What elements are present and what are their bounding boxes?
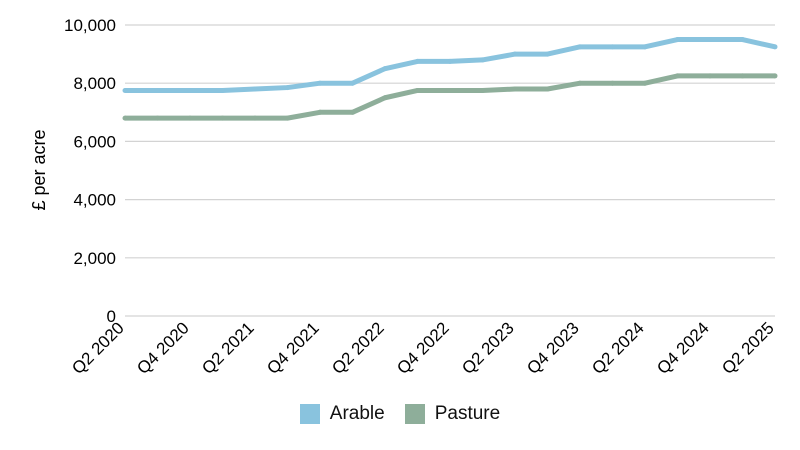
data-point-pasture — [155, 115, 160, 121]
data-point-pasture — [707, 73, 713, 79]
data-point-pasture — [772, 73, 778, 79]
data-point-arable — [252, 86, 258, 92]
legend-item-arable: Arable — [299, 403, 385, 425]
legend-label-arable: Arable — [329, 403, 385, 424]
legend-swatch-arable — [299, 404, 320, 424]
data-point-arable — [577, 44, 583, 50]
data-point-arable — [285, 85, 290, 91]
data-point-pasture — [317, 109, 323, 115]
data-point-pasture — [545, 86, 550, 92]
data-point-arable — [155, 87, 160, 93]
data-point-pasture — [285, 115, 290, 121]
data-point-pasture — [642, 80, 648, 86]
x-tick-label: Q2 2020 — [68, 318, 128, 378]
gridlines — [125, 24, 775, 317]
legend-label-pasture: Pasture — [434, 403, 501, 424]
data-point-arable — [772, 44, 778, 50]
data-point-arable — [740, 37, 745, 43]
data-point-arable — [382, 66, 388, 72]
data-point-arable — [545, 51, 550, 57]
x-axis-ticks: Q2 2020 Q4 2020 Q2 2021 Q4 2021 Q2 2022 Q4 20… — [68, 318, 778, 378]
data-point-arable — [675, 37, 680, 43]
x-tick-label: Q2 2022 — [328, 318, 388, 378]
y-axis-ticks: 0 2,000 4,000 6,000 8,000 10,000 — [64, 16, 116, 326]
data-point-arable — [707, 37, 713, 43]
data-point-arable — [447, 58, 453, 64]
x-tick-label: Q4 2021 — [263, 318, 323, 378]
data-point-arable — [350, 80, 355, 86]
data-point-pasture — [577, 80, 583, 86]
data-point-arable — [122, 87, 128, 93]
x-tick-label: Q2 2021 — [198, 318, 258, 378]
data-point-pasture — [122, 115, 128, 121]
x-tick-label: Q4 2024 — [653, 318, 713, 378]
y-tick-label: 4,000 — [73, 191, 116, 210]
data-point-pasture — [447, 87, 453, 93]
x-tick-label: Q4 2020 — [133, 318, 193, 378]
data-point-pasture — [675, 73, 680, 79]
series-lines — [122, 37, 778, 121]
data-point-arable — [642, 44, 648, 50]
x-tick-label: Q4 2023 — [523, 318, 583, 378]
data-point-arable — [317, 80, 323, 86]
y-tick-label: 0 — [107, 307, 116, 326]
data-point-pasture — [187, 115, 193, 121]
y-tick-label: 10,000 — [64, 16, 116, 35]
data-point-pasture — [220, 115, 225, 121]
y-tick-label: 2,000 — [73, 249, 116, 268]
y-tick-label: 8,000 — [73, 74, 116, 93]
data-point-arable — [187, 87, 193, 93]
x-tick-label: Q2 2025 — [718, 318, 778, 378]
data-point-arable — [415, 58, 420, 64]
data-point-pasture — [350, 109, 355, 115]
data-point-arable — [610, 44, 615, 50]
series-pasture — [122, 73, 778, 121]
data-point-pasture — [610, 80, 615, 86]
x-tick-label: Q2 2024 — [588, 318, 648, 378]
x-tick-label: Q4 2022 — [393, 318, 453, 378]
legend: Arable Pasture — [0, 401, 800, 427]
data-point-pasture — [252, 115, 258, 121]
series-arable — [122, 37, 778, 93]
y-tick-label: 6,000 — [73, 132, 116, 151]
legend-item-pasture: Pasture — [404, 403, 501, 425]
data-point-arable — [512, 51, 518, 57]
data-point-pasture — [382, 95, 388, 101]
y-axis-label: £ per acre — [29, 129, 49, 210]
data-point-arable — [220, 87, 225, 93]
series-line-pasture — [125, 73, 775, 121]
data-point-pasture — [512, 86, 518, 92]
x-tick-label: Q2 2023 — [458, 318, 518, 378]
data-point-pasture — [480, 87, 485, 93]
legend-swatch-pasture — [404, 404, 425, 424]
data-point-pasture — [415, 87, 420, 93]
data-point-arable — [480, 57, 485, 63]
data-point-pasture — [740, 73, 745, 79]
